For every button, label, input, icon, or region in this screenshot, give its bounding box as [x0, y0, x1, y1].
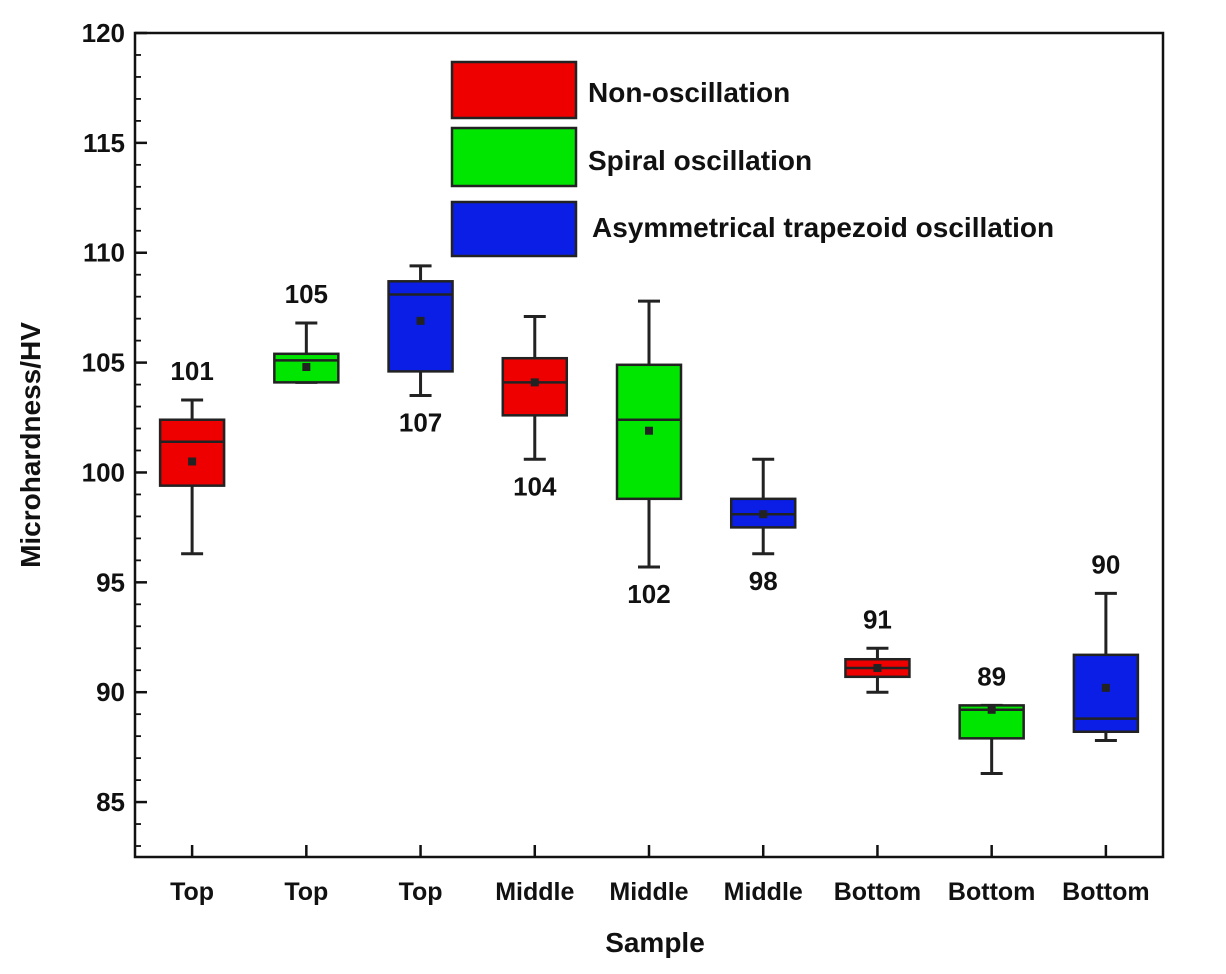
mean-label-7: 89 [977, 661, 1006, 691]
box-body-0 [158, 418, 226, 487]
mean-marker-0 [188, 457, 197, 466]
legend-label-0: Non-oscillation [588, 77, 790, 108]
mean-label-4: 102 [627, 579, 670, 609]
mean-label-8: 90 [1091, 549, 1120, 579]
y-axis-title: Microhardness/HV [15, 322, 46, 568]
y-tick-label-105: 105 [82, 348, 125, 378]
box-body-2 [387, 280, 454, 373]
box-3: 104 [501, 314, 569, 501]
x-tick-label-8: Bottom [1062, 878, 1149, 906]
legend-label-1: Spiral oscillation [588, 145, 812, 176]
x-tick-label-2: Top [399, 878, 443, 906]
box-4: 102 [615, 299, 683, 609]
box-6: 91 [844, 604, 911, 694]
mean-marker-7 [987, 705, 996, 714]
x-tick-label-7: Bottom [948, 878, 1035, 906]
box-1: 105 [273, 279, 340, 384]
mean-marker-2 [416, 316, 425, 325]
y-tick-label-95: 95 [96, 567, 125, 597]
mean-marker-8 [1101, 683, 1110, 692]
mean-label-0: 101 [170, 356, 213, 386]
mean-marker-3 [530, 378, 539, 387]
y-tick-label-100: 100 [82, 457, 125, 487]
mean-marker-6 [873, 664, 882, 673]
legend-swatch-2 [450, 200, 578, 258]
box-2: 107 [387, 264, 454, 438]
box-8: 90 [1072, 549, 1140, 743]
x-tick-label-5: Middle [724, 878, 803, 906]
mean-label-2: 107 [399, 408, 442, 438]
mean-label-5: 98 [749, 566, 778, 596]
box-0: 101 [158, 356, 226, 556]
mean-marker-4 [645, 426, 653, 435]
y-tick-label-120: 120 [82, 18, 125, 48]
box-7: 89 [958, 661, 1025, 776]
y-tick-label-90: 90 [96, 677, 125, 707]
boxes: 101 105 107 104 102 98 91 89 90 [158, 264, 1140, 776]
legend-label-2: Asymmetrical trapezoid oscillation [592, 212, 1054, 243]
legend-swatch-1 [450, 126, 578, 188]
mean-label-3: 104 [513, 471, 557, 501]
mean-marker-1 [302, 362, 311, 371]
mean-label-1: 105 [285, 279, 328, 309]
y-tick-label-115: 115 [83, 128, 125, 158]
x-tick-label-3: Middle [495, 878, 574, 906]
mean-label-6: 91 [863, 604, 892, 634]
x-axis: Top Top Top Middle Middle Middle Bottom Bottom B… [170, 845, 1150, 906]
x-tick-label-6: Bottom [834, 878, 921, 906]
box-body-3 [501, 356, 569, 417]
x-tick-label-0: Top [170, 878, 214, 906]
legend-swatch-0 [450, 60, 578, 120]
mean-marker-5 [759, 510, 768, 519]
box-5: 98 [729, 457, 797, 596]
y-tick-label-85: 85 [96, 787, 125, 817]
x-axis-title: Sample [605, 927, 705, 958]
y-tick-label-110: 110 [83, 238, 125, 268]
x-tick-label-1: Top [284, 878, 328, 906]
y-axis: 85 90 95 100 105 110 115 120 [82, 18, 147, 847]
plot-frame [133, 31, 1165, 859]
x-tick-label-4: Middle [609, 878, 688, 906]
legend: Non-oscillation Spiral oscillation Asymmet… [450, 60, 1054, 258]
box-body-8 [1072, 653, 1140, 734]
